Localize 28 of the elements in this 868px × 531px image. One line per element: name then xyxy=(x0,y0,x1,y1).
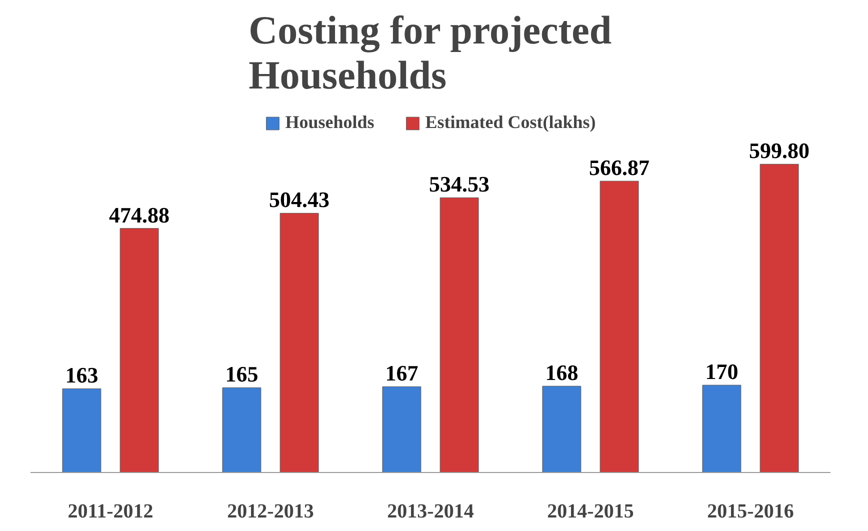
data-label: 474.88 xyxy=(109,202,170,228)
x-tick-label: 2011-2012 xyxy=(68,500,154,522)
bar xyxy=(600,180,639,472)
bar xyxy=(440,197,479,472)
data-label: 504.43 xyxy=(269,187,330,212)
data-label: 170 xyxy=(705,359,738,384)
data-label: 566.87 xyxy=(589,155,650,180)
legend-label: Households xyxy=(285,112,374,133)
bar xyxy=(222,387,262,472)
x-tick-label: 2015-2016 xyxy=(707,500,794,522)
bar xyxy=(62,388,102,472)
bar xyxy=(702,384,742,472)
legend-label: Estimated Cost(lakhs) xyxy=(425,112,596,133)
data-label: 599.80 xyxy=(749,138,810,164)
data-label: 163 xyxy=(65,362,98,388)
bar xyxy=(542,386,582,472)
chart-title: Costing for projected Households xyxy=(248,8,612,98)
bar xyxy=(120,228,159,472)
data-label: 165 xyxy=(225,362,258,387)
data-label: 534.53 xyxy=(429,172,490,197)
data-label: 168 xyxy=(545,360,578,386)
x-tick-label: 2014-2015 xyxy=(547,500,634,522)
bar xyxy=(280,212,319,472)
bar xyxy=(760,164,799,472)
x-tick-label: 2013-2014 xyxy=(387,500,474,522)
bar xyxy=(382,386,422,472)
x-tick-label: 2012-2013 xyxy=(227,500,314,522)
data-label: 167 xyxy=(385,360,418,386)
